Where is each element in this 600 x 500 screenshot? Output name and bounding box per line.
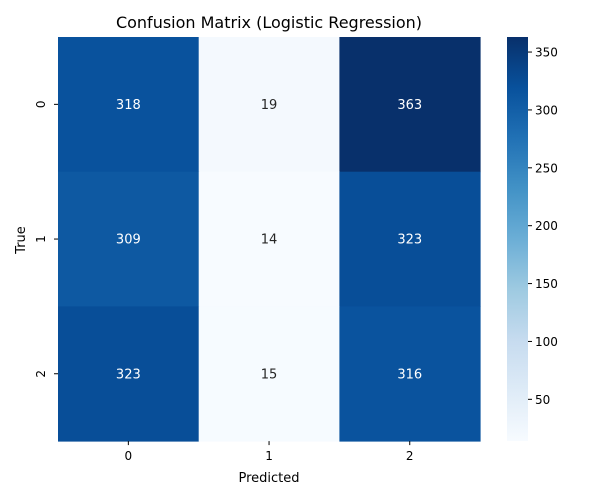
cell-value-label: 363 [397, 98, 422, 113]
colorbar-tick-label: 150 [535, 277, 558, 291]
colorbar-tick-label: 350 [535, 46, 558, 60]
colorbar-ticks: 50 100 150 200 250 300 350 [528, 46, 558, 407]
colorbar [507, 37, 528, 441]
x-tick-label: 2 [406, 449, 414, 463]
cell-value-label: 14 [261, 233, 278, 248]
heatmap-cell [339, 171, 481, 307]
heatmap-cell [339, 306, 481, 442]
cell-value-label: 15 [261, 367, 278, 382]
heatmap-cell [339, 37, 481, 173]
x-tick-label: 0 [125, 449, 133, 463]
heatmap-cell [58, 37, 200, 173]
heatmap-cell [198, 37, 340, 173]
colorbar-tick-label: 100 [535, 335, 558, 349]
y-tick-label: 2 [34, 370, 48, 378]
heatmap-cell [198, 171, 340, 307]
colorbar-tick-label: 300 [535, 103, 558, 117]
heatmap-cells: 318 19 363 309 14 323 323 15 316 [58, 37, 481, 442]
cell-value-label: 323 [116, 367, 141, 382]
x-axis-label: Predicted [238, 471, 299, 486]
y-axis-label: True [14, 226, 29, 255]
x-axis-ticks: 0 1 2 [125, 441, 414, 463]
cell-value-label: 19 [261, 98, 278, 113]
heatmap-cell [58, 171, 200, 307]
heatmap-cell [58, 306, 200, 442]
y-tick-label: 0 [34, 101, 48, 109]
cell-value-label: 318 [116, 98, 141, 113]
cell-value-label: 323 [397, 233, 422, 248]
colorbar-tick-label: 250 [535, 161, 558, 175]
cell-value-label: 316 [397, 367, 422, 382]
colorbar-tick-label: 200 [535, 219, 558, 233]
chart-title: Confusion Matrix (Logistic Regression) [116, 13, 422, 32]
y-tick-label: 1 [34, 235, 48, 243]
heatmap-cell [198, 306, 340, 442]
cell-value-label: 309 [116, 233, 141, 248]
x-tick-label: 1 [265, 449, 273, 463]
colorbar-tick-label: 50 [535, 393, 550, 407]
y-axis-ticks: 0 1 2 [34, 101, 58, 378]
